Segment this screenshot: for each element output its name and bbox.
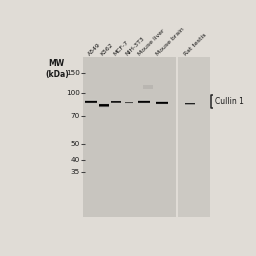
Text: Cullin 1: Cullin 1 <box>215 97 243 106</box>
Text: Mouse brain: Mouse brain <box>155 26 185 56</box>
Bar <box>85 101 97 102</box>
Bar <box>99 104 110 105</box>
Text: A549: A549 <box>88 42 102 56</box>
Bar <box>185 107 195 108</box>
Text: 70: 70 <box>70 113 80 120</box>
Bar <box>185 108 195 109</box>
Bar <box>85 103 97 104</box>
Bar <box>111 100 122 101</box>
Bar <box>99 112 110 113</box>
Bar <box>111 97 122 98</box>
Text: MCF-7: MCF-7 <box>112 39 129 56</box>
Bar <box>156 103 168 104</box>
Bar <box>138 107 150 108</box>
Bar <box>156 101 168 102</box>
Bar <box>85 99 97 100</box>
Bar <box>99 110 110 111</box>
Text: K562: K562 <box>100 42 114 56</box>
Bar <box>138 96 150 97</box>
Bar <box>99 109 110 110</box>
Bar <box>156 100 168 101</box>
Bar <box>85 100 97 101</box>
Bar <box>156 109 168 110</box>
Bar <box>111 99 122 100</box>
Text: Rat testis: Rat testis <box>183 32 208 56</box>
Bar <box>156 96 168 97</box>
Bar <box>99 101 110 102</box>
Bar <box>138 104 150 105</box>
Bar <box>99 105 110 106</box>
Bar <box>138 105 150 106</box>
Bar <box>138 101 150 102</box>
Bar <box>185 99 195 100</box>
Bar <box>185 103 195 104</box>
Text: 40: 40 <box>70 157 80 163</box>
Bar <box>143 84 153 89</box>
Bar <box>156 104 168 105</box>
Bar <box>138 97 150 98</box>
Bar <box>185 104 195 105</box>
Bar <box>85 105 97 106</box>
Bar <box>85 106 97 107</box>
Bar <box>156 106 168 107</box>
Bar <box>85 95 97 96</box>
Text: 150: 150 <box>66 70 80 76</box>
Bar <box>99 107 110 108</box>
Bar <box>156 108 168 109</box>
Bar <box>185 105 195 106</box>
Bar <box>156 97 168 98</box>
Bar <box>138 95 150 96</box>
Bar <box>85 107 97 108</box>
Bar <box>185 100 195 101</box>
Bar <box>138 103 150 104</box>
Text: MW
(kDa): MW (kDa) <box>45 59 69 79</box>
Bar <box>99 106 110 107</box>
Bar <box>111 96 122 97</box>
Bar <box>178 57 210 217</box>
Bar <box>99 102 110 103</box>
Bar <box>111 103 122 104</box>
Bar <box>156 99 168 100</box>
Bar <box>99 108 110 109</box>
Bar <box>156 107 168 108</box>
Text: 35: 35 <box>70 169 80 175</box>
Bar <box>138 106 150 107</box>
Bar <box>138 98 150 99</box>
Bar <box>85 104 97 105</box>
Bar <box>111 107 122 108</box>
Bar <box>185 102 195 103</box>
Bar <box>111 104 122 105</box>
Text: 100: 100 <box>66 90 80 96</box>
Bar <box>111 105 122 106</box>
Bar <box>138 102 150 103</box>
Bar <box>185 106 195 107</box>
Bar <box>156 102 168 103</box>
Text: Mouse liver: Mouse liver <box>137 28 166 56</box>
Bar <box>99 100 110 101</box>
Text: 50: 50 <box>70 141 80 147</box>
Bar <box>156 98 168 99</box>
Bar <box>185 98 195 99</box>
Bar <box>85 96 97 97</box>
Bar <box>99 99 110 100</box>
Bar <box>85 102 97 103</box>
Bar <box>138 100 150 101</box>
Bar <box>85 97 97 98</box>
Bar <box>111 98 122 99</box>
Bar <box>111 101 122 102</box>
Bar <box>83 57 176 217</box>
Bar <box>99 98 110 99</box>
Bar <box>185 101 195 102</box>
Bar <box>138 99 150 100</box>
Bar <box>99 103 110 104</box>
Bar <box>111 106 122 107</box>
Bar <box>111 102 122 103</box>
Text: NIH-3T3: NIH-3T3 <box>124 35 145 56</box>
Bar <box>85 98 97 99</box>
Bar <box>99 111 110 112</box>
Bar <box>156 105 168 106</box>
